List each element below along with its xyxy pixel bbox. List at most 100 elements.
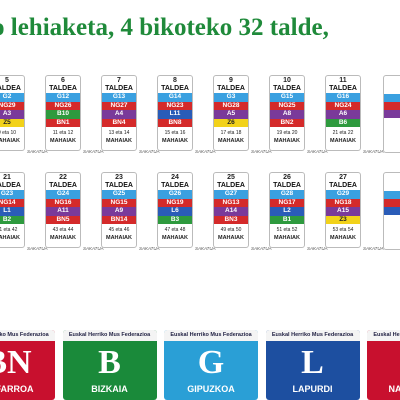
card-footer: MAHAIAK bbox=[274, 235, 300, 241]
team-code: A14 bbox=[214, 207, 248, 216]
federation-badge: Euskal Herriko Mus Federazioa G GIPUZKOA bbox=[164, 330, 258, 400]
between-label: SAKATUA bbox=[139, 149, 160, 154]
team-card: 23 TALDEA G25 NG15 A9 BN14 45 eta 46 MAHAIAK bbox=[101, 172, 137, 248]
table-numbers: 47 eta 48 bbox=[164, 227, 186, 233]
table-numbers: 9 eta 10 bbox=[0, 130, 17, 136]
team-card: 26 TALDEA G28 NG17 L2 B1 51 eta 52 MAHAIAK bbox=[269, 172, 305, 248]
card-footer: MAHAIAK bbox=[106, 138, 132, 144]
badge-header: Euskal Herriko Mus Federazioa bbox=[367, 330, 400, 341]
badge-name: LAPURDI bbox=[292, 384, 333, 394]
team-card: 5TALDEAG2NG29A3Z5 9 eta 10 MAHAIAK bbox=[0, 75, 25, 151]
partial-card bbox=[383, 172, 400, 250]
team-code: B6 bbox=[326, 118, 360, 127]
team-code: NG24 bbox=[326, 101, 360, 110]
federation-badge: Euskal Herriko Mus Federazioa BN NAFARROA bbox=[0, 330, 55, 400]
team-code: NG28 bbox=[214, 101, 248, 110]
team-code: A15 bbox=[326, 207, 360, 216]
team-code: Z5 bbox=[0, 118, 24, 127]
team-code: G12 bbox=[46, 93, 80, 102]
team-code: L2 bbox=[270, 207, 304, 216]
card-heading: TALDEA bbox=[329, 182, 357, 189]
team-code: NG16 bbox=[46, 198, 80, 207]
team-code: G29 bbox=[326, 190, 360, 199]
card-footer: MAHAIAK bbox=[330, 235, 356, 241]
team-code: B10 bbox=[46, 110, 80, 119]
card-heading: TALDEA bbox=[0, 182, 21, 189]
badge-letter: L bbox=[301, 344, 324, 381]
card-heading: TALDEA bbox=[161, 85, 189, 92]
card-heading: TALDEA bbox=[329, 85, 357, 92]
team-code: B3 bbox=[158, 215, 192, 224]
card-heading: TALDEA bbox=[49, 85, 77, 92]
team-code: B1 bbox=[270, 215, 304, 224]
between-label: SAKATUA bbox=[83, 149, 104, 154]
between-label: SAKATUA bbox=[27, 246, 48, 251]
team-code: A11 bbox=[46, 207, 80, 216]
team-code: NG26 bbox=[46, 101, 80, 110]
badge-letter: N bbox=[367, 341, 400, 383]
team-code: BN2 bbox=[270, 118, 304, 127]
card-heading: TALDEA bbox=[105, 182, 133, 189]
card-heading: TALDEA bbox=[0, 85, 21, 92]
badge-header: Euskal Herriko Mus Federazioa bbox=[164, 330, 258, 341]
card-heading: TALDEA bbox=[161, 182, 189, 189]
card-footer: MAHAIAK bbox=[0, 235, 20, 241]
card-heading: TALDEA bbox=[273, 182, 301, 189]
card-heading: TALDEA bbox=[105, 85, 133, 92]
team-code: L6 bbox=[158, 207, 192, 216]
team-code: A4 bbox=[102, 110, 136, 119]
table-numbers: 49 eta 50 bbox=[220, 227, 242, 233]
card-number: 24 bbox=[171, 174, 179, 181]
team-card: 24 TALDEA G26 NG19 L6 B3 47 eta 48 MAHAIAK bbox=[157, 172, 193, 248]
table-numbers: 19 eta 20 bbox=[276, 130, 298, 136]
card-heading: TALDEA bbox=[217, 85, 245, 92]
between-label: SAKATUA bbox=[251, 246, 272, 251]
team-code: A6 bbox=[326, 110, 360, 119]
card-footer: MAHAIAK bbox=[218, 138, 244, 144]
team-code: G15 bbox=[270, 93, 304, 102]
team-code: L1 bbox=[0, 207, 24, 216]
team-code: Z6 bbox=[214, 118, 248, 127]
team-code: NG23 bbox=[158, 101, 192, 110]
team-code: NG15 bbox=[102, 198, 136, 207]
team-code: G23 bbox=[0, 190, 24, 199]
table-numbers: 51 eta 52 bbox=[276, 227, 298, 233]
team-code: Z3 bbox=[326, 215, 360, 224]
badge-letter: G bbox=[197, 344, 225, 381]
card-footer: MAHAIAK bbox=[330, 138, 356, 144]
between-label: SAKATUA bbox=[363, 246, 384, 251]
table-numbers: 53 eta 54 bbox=[332, 227, 354, 233]
table-numbers: 45 eta 46 bbox=[108, 227, 130, 233]
team-code: BN1 bbox=[46, 118, 80, 127]
federation-badge: Euskal Herriko Mus Federazioa B BIZKAIA bbox=[62, 330, 157, 400]
table-numbers: 17 eta 18 bbox=[220, 130, 242, 136]
team-code: NG25 bbox=[270, 101, 304, 110]
card-number: 26 bbox=[283, 174, 291, 181]
team-card: 6 TALDEA G12 NG26 B10 BN1 11 eta 12 MAHAIAK bbox=[45, 75, 81, 151]
team-code: NG18 bbox=[326, 198, 360, 207]
title: o lehiaketa, 4 bikoteko 32 talde, bbox=[0, 14, 329, 41]
between-label: SAKATUA bbox=[27, 149, 48, 154]
card-number: 27 bbox=[339, 174, 347, 181]
table-numbers: 13 eta 14 bbox=[108, 130, 130, 136]
card-footer: MAHAIAK bbox=[0, 138, 20, 144]
badge-header: Euskal Herriko Mus Federazioa bbox=[0, 330, 55, 341]
card-number: 5 bbox=[5, 77, 9, 84]
between-label: SAKATUA bbox=[307, 149, 328, 154]
team-card: 7 TALDEA G13 NG27 A4 BN4 13 eta 14 MAHAIAK bbox=[101, 75, 137, 151]
team-code: G16 bbox=[326, 93, 360, 102]
team-card: 9 TALDEA G3 NG28 A5 Z6 17 eta 18 MAHAIAK bbox=[213, 75, 249, 151]
team-code: BN14 bbox=[102, 215, 136, 224]
card-number: 7 bbox=[117, 77, 121, 84]
team-code: G25 bbox=[102, 190, 136, 199]
table-numbers: 21 eta 22 bbox=[332, 130, 354, 136]
card-number: 21 bbox=[3, 174, 11, 181]
card-footer: MAHAIAK bbox=[162, 235, 188, 241]
team-code: NG17 bbox=[270, 198, 304, 207]
card-heading: TALDEA bbox=[49, 182, 77, 189]
card-number: 11 bbox=[339, 77, 347, 84]
between-label: SAKATUA bbox=[139, 246, 160, 251]
federation-badge: Euskal Herriko Mus Federazioa L LAPURDI bbox=[265, 330, 360, 400]
between-label: SAKATUA bbox=[195, 246, 216, 251]
team-code: A5 bbox=[214, 110, 248, 119]
